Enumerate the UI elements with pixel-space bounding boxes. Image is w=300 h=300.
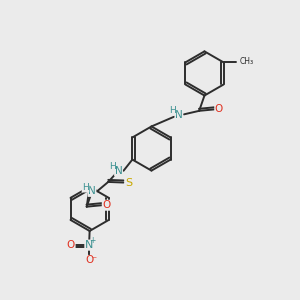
Text: H: H bbox=[109, 162, 116, 171]
Text: O: O bbox=[67, 240, 75, 250]
Text: N: N bbox=[115, 166, 122, 176]
Text: +: + bbox=[90, 236, 96, 245]
Text: CH₃: CH₃ bbox=[239, 57, 254, 66]
Text: O: O bbox=[102, 200, 111, 210]
Text: N: N bbox=[88, 186, 96, 197]
Text: ⁻: ⁻ bbox=[92, 255, 97, 265]
Text: N: N bbox=[175, 110, 183, 120]
Text: S: S bbox=[125, 178, 132, 188]
Text: H: H bbox=[82, 183, 89, 192]
Text: O: O bbox=[85, 255, 93, 266]
Text: O: O bbox=[215, 104, 223, 114]
Text: N: N bbox=[85, 240, 93, 250]
Text: H: H bbox=[169, 106, 176, 115]
